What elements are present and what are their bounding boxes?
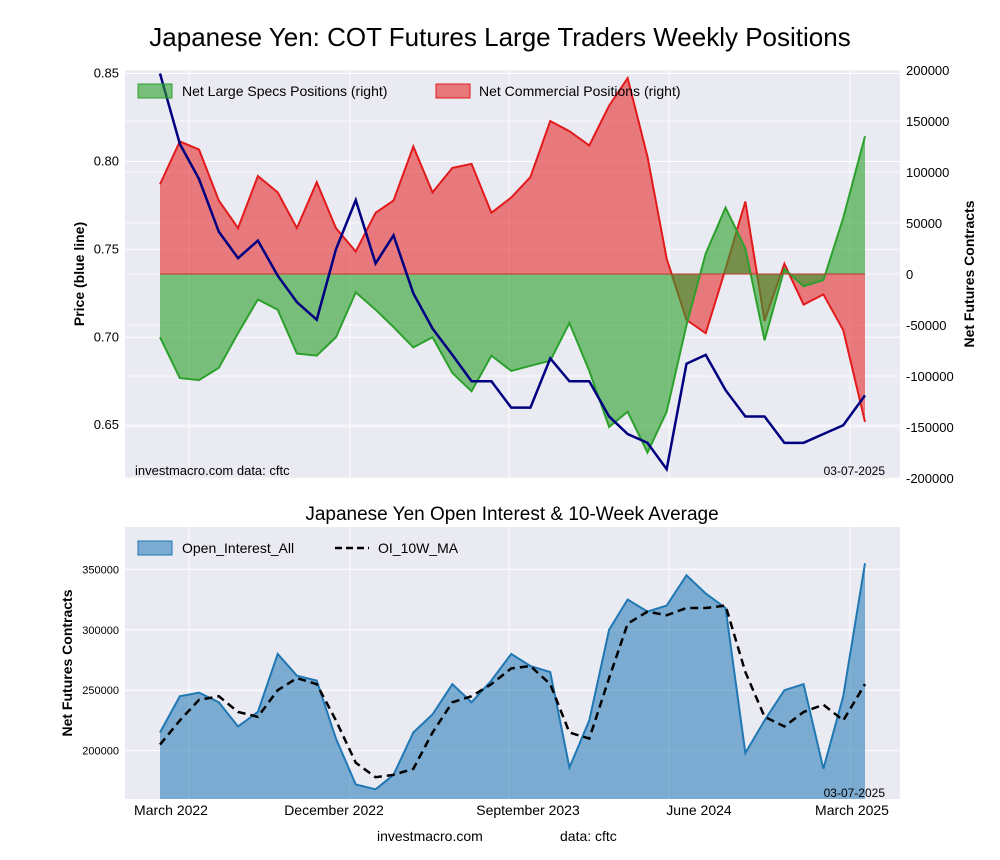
- bottom-y-tick-label: 250000: [82, 685, 119, 697]
- bottom-legend: Open_Interest_All OI_10W_MA: [137, 540, 459, 556]
- legend-swatch-specs: [137, 83, 173, 99]
- footer-data: data: cftc: [560, 828, 617, 844]
- specs-line: [159, 136, 866, 455]
- top-right-tick-label: 0: [906, 267, 913, 282]
- top-left-tick-label: 0.65: [94, 417, 119, 432]
- bottom-x-axis-ticks: March 2022 December 2022 September 2023 Jun…: [134, 802, 889, 818]
- bottom-date-annotation: 03-07-2025: [824, 786, 886, 800]
- specs-area: [160, 136, 865, 453]
- top-right-tick-label: 50000: [906, 216, 942, 231]
- bottom-x-tick-label: September 2023: [476, 802, 580, 818]
- bottom-chart-title: Japanese Yen Open Interest & 10-Week Ave…: [305, 504, 718, 525]
- top-right-tick-label: 200000: [906, 63, 949, 78]
- bottom-x-tick-label: March 2022: [134, 802, 208, 818]
- bottom-x-tick-label: December 2022: [284, 802, 384, 818]
- top-date-annotation: 03-07-2025: [824, 464, 886, 478]
- bottom-x-tick-label: March 2025: [815, 802, 889, 818]
- legend-swatch-commercial: [435, 83, 471, 99]
- top-left-tick-label: 0.70: [94, 329, 119, 344]
- commercial-line: [159, 75, 866, 423]
- ma-line: [159, 604, 867, 779]
- top-right-tick-label: 100000: [906, 165, 949, 180]
- figure-title: Japanese Yen: COT Futures Large Traders …: [149, 22, 851, 52]
- bottom-oi-area: [159, 563, 866, 799]
- footer-source: investmacro.com: [377, 828, 483, 844]
- oi-line: [159, 563, 866, 791]
- bottom-x-tick-label: June 2024: [666, 802, 732, 818]
- bottom-y-tick-label: 300000: [82, 625, 119, 637]
- commercial-area: [160, 78, 865, 422]
- top-right-axis-ticks: 200000 150000 100000 50000 0 -50000 -100000 -15…: [906, 63, 954, 486]
- top-legend: Net Large Specs Positions (right) Net Co…: [137, 83, 681, 99]
- bottom-chart: Japanese Yen Open Interest & 10-Week Ave…: [59, 504, 900, 818]
- legend-label-ma: OI_10W_MA: [378, 540, 459, 556]
- top-right-tick-label: -200000: [906, 471, 954, 486]
- top-left-axis-label: Price (blue line): [71, 222, 87, 326]
- top-right-axis-label: Net Futures Contracts: [961, 200, 977, 347]
- top-left-tick-label: 0.85: [94, 66, 119, 81]
- bottom-ma-line: [159, 604, 867, 779]
- price-line: [158, 73, 867, 473]
- top-source-annotation: investmacro.com data: cftc: [135, 463, 290, 478]
- top-right-tick-label: -100000: [906, 369, 954, 384]
- bottom-y-tick-label: 200000: [82, 746, 119, 758]
- bottom-y-tick-label: 350000: [82, 564, 119, 576]
- top-left-tick-label: 0.80: [94, 153, 119, 168]
- top-right-tick-label: -50000: [906, 318, 946, 333]
- top-left-tick-label: 0.75: [94, 241, 119, 256]
- bottom-y-axis-label: Net Futures Contracts: [59, 589, 75, 736]
- top-chart: 0.85 0.80 0.75 0.70 0.65 200000 150000 100000 5…: [71, 63, 977, 486]
- top-area-series: [159, 75, 866, 455]
- legend-label-oi: Open_Interest_All: [182, 540, 294, 556]
- top-right-tick-label: -150000: [906, 420, 954, 435]
- top-price-line: [158, 73, 867, 473]
- legend-swatch-oi: [137, 540, 173, 556]
- legend-label-commercial: Net Commercial Positions (right): [479, 83, 681, 99]
- bottom-y-axis-ticks: 350000 300000 250000 200000: [82, 564, 119, 757]
- top-right-tick-label: 150000: [906, 114, 949, 129]
- top-left-axis-ticks: 0.85 0.80 0.75 0.70 0.65: [94, 66, 119, 433]
- legend-label-specs: Net Large Specs Positions (right): [182, 83, 387, 99]
